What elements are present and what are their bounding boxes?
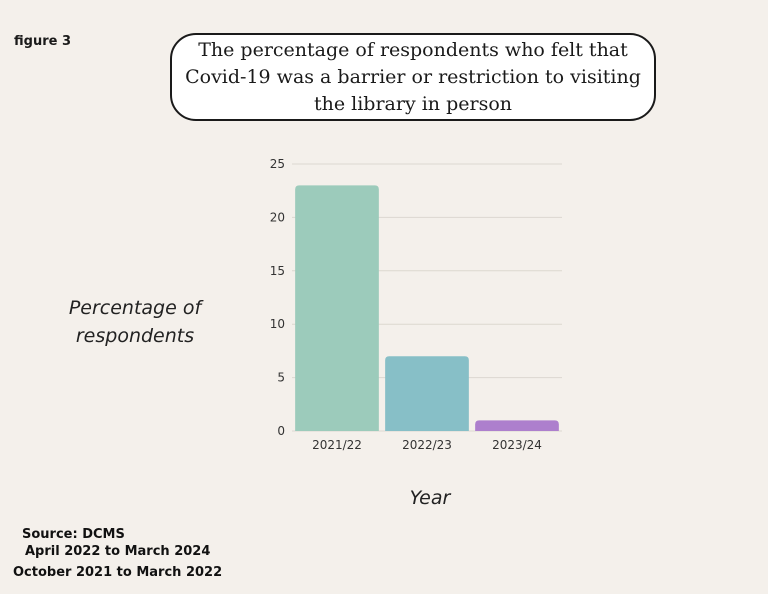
y-tick-label: 25 xyxy=(270,157,285,171)
y-tick-label: 20 xyxy=(270,210,285,224)
source-line: Source: DCMS xyxy=(22,527,125,542)
bar-2022-23 xyxy=(385,356,469,431)
y-tick-label: 15 xyxy=(270,264,285,278)
x-axis-label: Year xyxy=(409,487,451,509)
y-tick-label: 10 xyxy=(270,317,285,331)
chart-title: The percentage of respondents who felt t… xyxy=(185,38,641,115)
x-tick-label: 2023/24 xyxy=(492,438,542,452)
figure-label: figure 3 xyxy=(14,34,71,49)
bar-2023-24 xyxy=(475,420,559,431)
bar-2021-22 xyxy=(295,185,379,431)
x-tick-label: 2022/23 xyxy=(402,438,452,452)
y-axis-label: Percentage of respondents xyxy=(68,297,202,347)
y-tick-label: 5 xyxy=(277,371,285,385)
bars xyxy=(295,185,559,431)
y-tick-label: 0 xyxy=(277,424,285,438)
x-tick-label: 2021/22 xyxy=(312,438,362,452)
x-tick-labels: 2021/22 2022/23 2023/24 xyxy=(312,438,542,452)
chart-title-box: The percentage of respondents who felt t… xyxy=(170,33,656,121)
source-period-line: October 2021 to March 2022 xyxy=(13,565,223,580)
y-tick-labels: 0 5 10 15 20 25 xyxy=(270,157,285,438)
source-period-line: April 2022 to March 2024 xyxy=(25,544,211,559)
